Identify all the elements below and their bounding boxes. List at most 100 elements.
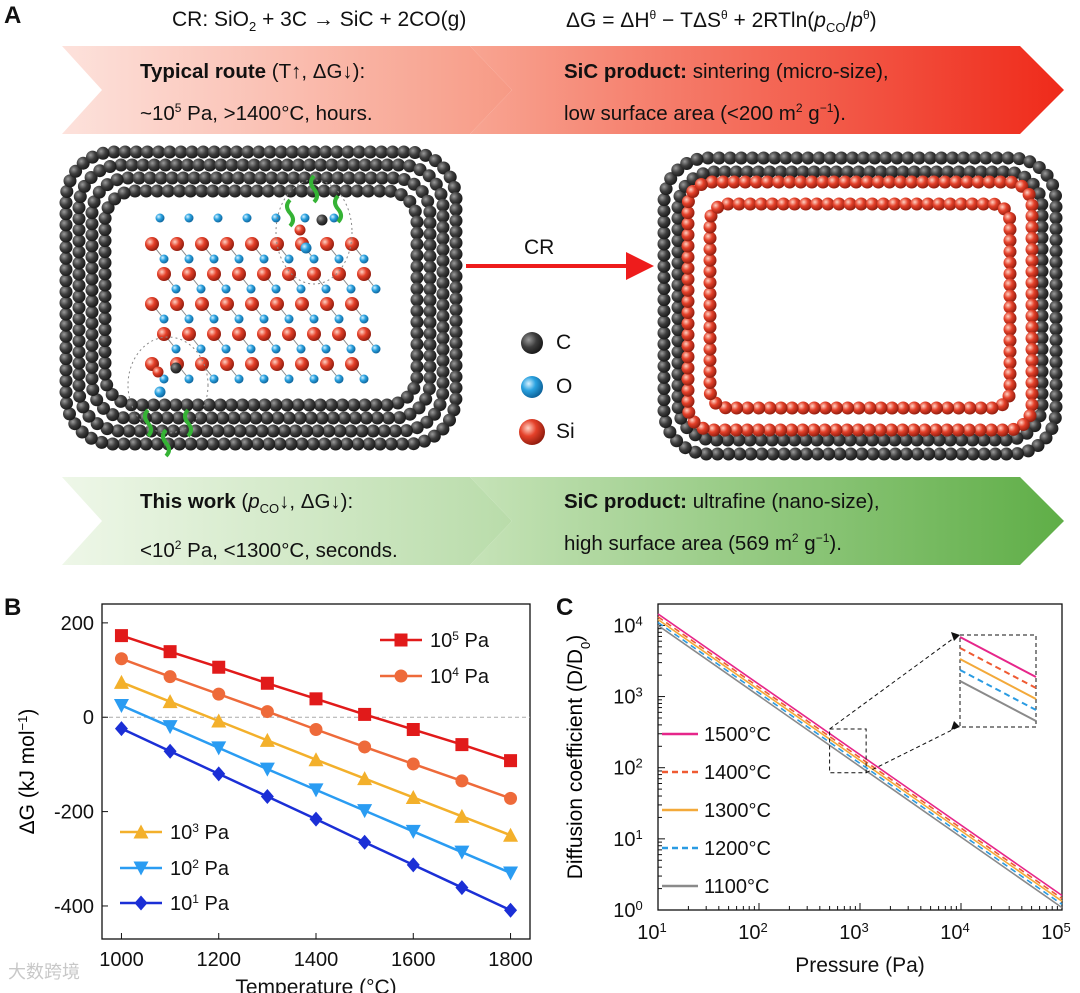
legend-entry: 105 Pa — [380, 629, 490, 652]
legend-label: 1100°C — [704, 876, 769, 898]
inset-line — [959, 658, 1037, 700]
legend-marker — [133, 824, 149, 839]
x-tick-label: 103 — [839, 920, 868, 945]
legend-label: 103 Pa — [170, 821, 230, 844]
y-tick-label: -400 — [54, 896, 94, 918]
series-2 — [113, 698, 519, 881]
data-point — [455, 774, 469, 788]
legend-si-label: Si — [556, 420, 575, 443]
data-point — [260, 789, 274, 805]
y-tick-label: 0 — [83, 707, 94, 729]
data-point — [308, 783, 324, 798]
panel-b-label: B — [4, 594, 22, 621]
y-tick-label: 104 — [613, 613, 642, 638]
data-point — [212, 766, 226, 782]
data-point — [309, 692, 323, 706]
typical-route-text: Typical route (T↑, ΔG↓): ~105 Pa, >1400°… — [140, 60, 373, 125]
data-point — [358, 740, 372, 754]
data-point — [163, 743, 177, 759]
this-work-text: This work (pCO↓, ΔG↓): <102 Pa, <1300°C,… — [140, 490, 398, 562]
x-tick-label: 1800 — [488, 949, 533, 971]
data-point — [503, 866, 519, 881]
y-tick-label: 101 — [613, 826, 642, 851]
data-point — [260, 676, 274, 690]
y-tick-label: 200 — [61, 613, 94, 635]
this-work-banner — [62, 477, 1064, 565]
data-point — [211, 741, 227, 756]
silicon-atom-icon — [519, 419, 545, 445]
data-point — [405, 824, 421, 839]
data-point — [114, 652, 128, 666]
x-tick-label: 105 — [1041, 920, 1070, 945]
panel-b-chart: 1000 1200 1400 1600 18002000-200-400Temperat… — [15, 603, 533, 993]
data-point — [406, 757, 420, 771]
series-1 — [114, 721, 518, 918]
y-tick-label: 102 — [613, 755, 642, 780]
legend-entry: 1300°C — [662, 800, 771, 822]
legend-label: 105 Pa — [430, 629, 490, 652]
x-tick-label: 1200 — [196, 949, 241, 971]
legend-entry: 1500°C — [662, 724, 771, 746]
y-tick-label: 103 — [613, 684, 642, 709]
legend-label: 104 Pa — [430, 665, 490, 688]
data-point — [406, 857, 420, 873]
series-4 — [114, 652, 518, 805]
panel-c-label: C — [556, 594, 574, 621]
sic-product-bottom-text: SiC product: ultrafine (nano-size), high… — [564, 490, 880, 555]
sio2-carbon-particle — [59, 145, 463, 458]
y-axis-label: Diffusion coefficient (D/D0) — [564, 635, 593, 880]
data-point — [259, 732, 275, 747]
data-point — [114, 721, 128, 737]
zoom-connector — [865, 726, 959, 774]
data-point — [454, 808, 470, 823]
sic-product-particle — [657, 151, 1063, 461]
series-3 — [113, 674, 519, 842]
data-point — [211, 713, 227, 728]
zoom-connector — [829, 634, 959, 730]
data-point — [259, 762, 275, 777]
inset-line — [959, 680, 1037, 722]
cr-arrow-label: CR — [524, 236, 555, 259]
series-line-1300°C — [657, 618, 1063, 902]
data-point — [504, 754, 518, 768]
zoom-arrowhead — [951, 721, 960, 730]
data-point — [455, 880, 469, 896]
data-point — [309, 811, 323, 827]
data-point — [163, 645, 177, 659]
y-tick-label: 100 — [613, 898, 642, 923]
data-point — [162, 720, 178, 735]
data-point — [260, 705, 274, 719]
data-point — [212, 660, 226, 674]
cr-reaction-arrow — [466, 252, 654, 280]
legend-label: 1400°C — [704, 762, 771, 784]
data-point — [504, 791, 518, 805]
data-point — [113, 674, 129, 689]
data-point — [455, 738, 469, 752]
legend-entry: 103 Pa — [120, 821, 230, 844]
x-tick-label: 102 — [738, 920, 767, 945]
data-point — [454, 845, 470, 860]
x-tick-label: 1600 — [391, 949, 436, 971]
x-tick-label: 1400 — [294, 949, 339, 971]
x-tick-label: 1000 — [99, 949, 144, 971]
data-point — [113, 698, 129, 713]
zoom-arrowhead — [951, 632, 960, 641]
legend-o-label: O — [556, 375, 573, 398]
delta-g-equation: ΔG = ΔHθ − TΔSθ + 2RTln(pCO/pθ) — [566, 8, 877, 36]
data-point — [309, 723, 323, 737]
inset-line — [959, 636, 1037, 678]
data-point — [504, 902, 518, 918]
data-point — [503, 827, 519, 842]
legend-label: 102 Pa — [170, 857, 230, 880]
sic-product-top-text: SiC product: sintering (micro-size), low… — [564, 60, 889, 125]
inset-line — [959, 669, 1037, 711]
x-tick-label: 101 — [637, 920, 666, 945]
y-axis-label: ΔG (kJ mol−1) — [15, 709, 40, 835]
legend-label: 1200°C — [704, 838, 771, 860]
data-point — [357, 804, 373, 819]
series-line-1500°C — [657, 613, 1063, 897]
legend-marker — [133, 861, 149, 876]
legend-entry: 102 Pa — [120, 857, 230, 880]
panel-a-label: A — [4, 2, 22, 29]
